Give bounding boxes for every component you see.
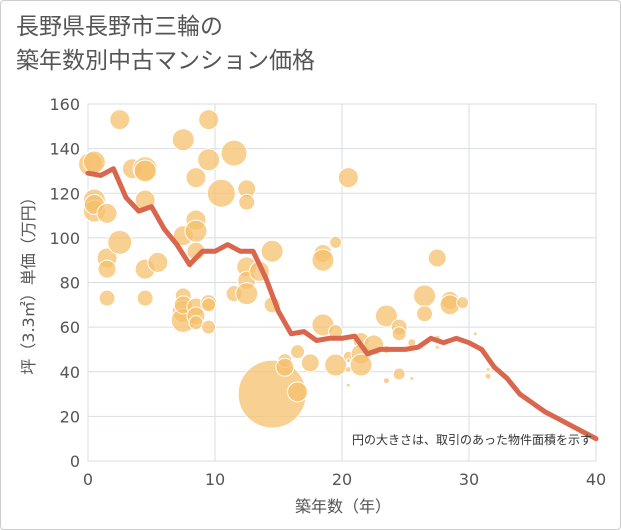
y-tick-label: 0: [70, 452, 80, 471]
trend-line: [85, 166, 599, 442]
bubble: [311, 248, 335, 272]
bubble: [109, 109, 131, 131]
bubble: [324, 353, 348, 377]
x-tick-label: 10: [205, 470, 225, 489]
bubble: [472, 331, 478, 337]
x-tick-label: 40: [586, 470, 606, 489]
bubble: [238, 193, 256, 211]
y-tick-label: 160: [49, 95, 80, 114]
bubble: [136, 289, 154, 307]
bubble: [197, 148, 221, 172]
bubble: [300, 353, 320, 373]
bubble: [485, 367, 491, 373]
bubble: [185, 167, 207, 189]
bubble: [374, 304, 398, 328]
bubble: [434, 344, 440, 350]
bubble: [97, 259, 117, 279]
bubble: [201, 297, 217, 313]
bubble: [456, 296, 470, 310]
bubble: [260, 239, 284, 263]
bubbles: [78, 109, 492, 429]
y-tick-label: 100: [49, 229, 80, 248]
axes: 0 20 40 60 80 100 120 140 160 0 10 20 30 40: [49, 95, 606, 489]
bubble: [201, 319, 217, 335]
bubble: [484, 372, 492, 380]
x-tick-label: 20: [332, 470, 352, 489]
bubble: [98, 289, 116, 307]
bubble: [329, 235, 343, 249]
bubble: [290, 344, 306, 360]
bubble: [413, 284, 437, 308]
bubble: [392, 367, 406, 381]
bubble: [82, 150, 106, 174]
bubble: [96, 202, 118, 224]
bubble: [409, 375, 415, 381]
bubble: [188, 315, 204, 331]
chart-title: 長野県長野市三輪の 築年数別中古マンション価格: [16, 10, 315, 78]
bubble: [107, 229, 133, 255]
bubble: [133, 159, 157, 183]
bubble: [147, 251, 169, 273]
chart-title-line-2: 築年数別中古マンション価格: [16, 48, 315, 74]
bubble: [345, 358, 351, 364]
y-tick-label: 80: [60, 274, 80, 293]
y-tick-label: 120: [49, 184, 80, 203]
bubble: [198, 109, 220, 131]
size-note: 円の大きさは、取引のあった物件面積を示す: [352, 432, 592, 447]
bubble: [416, 305, 434, 323]
bubble: [382, 377, 390, 385]
y-tick-label: 60: [60, 318, 80, 337]
bubble: [391, 326, 407, 342]
grid-lines: [87, 103, 597, 462]
bubble: [206, 178, 236, 208]
chart-title-line-1: 長野県長野市三輪の: [16, 14, 223, 40]
x-axis-label: 築年数（年）: [295, 497, 391, 516]
y-tick-label: 140: [49, 140, 80, 159]
bubble: [349, 353, 373, 377]
x-tick-label: 0: [83, 470, 93, 489]
bubble: [287, 381, 309, 403]
bubble: [220, 139, 248, 167]
bubble: [235, 282, 259, 306]
bubble: [345, 382, 351, 388]
x-tick-label: 30: [459, 470, 479, 489]
bubble: [427, 248, 447, 268]
bubble: [184, 219, 208, 243]
bubble: [171, 128, 195, 152]
y-tick-label: 40: [60, 363, 80, 382]
y-axis-label: 坪（3.3㎡）単価（万円）: [19, 189, 38, 374]
bubble: [275, 357, 295, 377]
bubble: [337, 167, 359, 189]
average-price-line: [85, 166, 599, 442]
y-tick-label: 20: [60, 407, 80, 426]
